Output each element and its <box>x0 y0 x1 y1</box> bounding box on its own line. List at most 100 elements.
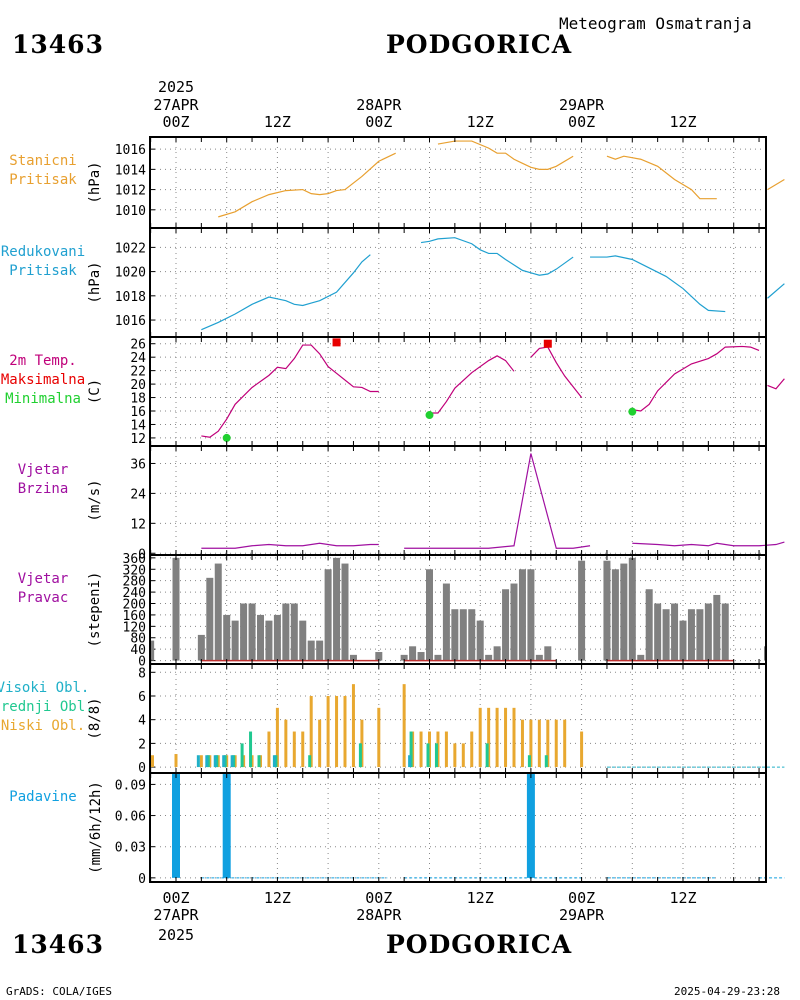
station-name-top: PODGORICA <box>386 30 573 59</box>
cloud-bar <box>554 719 558 768</box>
panel-label: Niski Obl. <box>1 718 85 734</box>
y-tick-label: 24 <box>130 351 146 366</box>
y-unit-label: (m/s) <box>87 479 103 521</box>
cloud-bar <box>419 731 423 768</box>
y-tick-label: 22 <box>130 365 146 380</box>
y-tick-label: 1016 <box>115 143 146 158</box>
panel-label: Brzina <box>18 481 69 497</box>
top-time-label: 00Z <box>162 113 189 131</box>
panel-label: 2m Temp. <box>9 353 76 369</box>
wind-dir-bar <box>307 640 315 661</box>
wind-dir-bar <box>434 654 442 661</box>
panel-label: Visoki Obl. <box>0 680 89 696</box>
y-tick-label: 20 <box>130 378 146 393</box>
top-time-label: 29APR <box>559 96 605 114</box>
cloud-bar <box>426 743 430 768</box>
y-tick-label: 26 <box>130 338 146 353</box>
wind-dir-bar <box>265 620 273 661</box>
wind-dir-bar <box>535 654 543 661</box>
cloud-bar <box>284 719 288 768</box>
cloud-bar <box>408 755 412 768</box>
wind-dir-bar <box>248 603 256 661</box>
cloud-bar <box>563 719 567 768</box>
y-tick-label: 1022 <box>115 241 146 256</box>
cloud-bar <box>360 719 364 768</box>
y-tick-label: 0.03 <box>115 841 146 856</box>
wind-dir-bar <box>282 603 290 661</box>
wind-dir-bar <box>468 609 476 661</box>
wind-dir-bar <box>341 563 349 661</box>
cloud-bar <box>267 731 271 768</box>
temperature-line <box>530 346 583 398</box>
wind-dir-bar <box>400 654 408 661</box>
wind-dir-bar <box>628 557 636 661</box>
wind-dir-bar <box>231 620 239 661</box>
cloud-bar <box>199 755 203 768</box>
y-unit-label: (hPa) <box>87 261 103 303</box>
top-time-label: 28APR <box>356 96 402 114</box>
bottom-time-label: 27APR <box>153 906 199 924</box>
cloud-bar <box>335 695 339 768</box>
wind-dir-bar <box>151 640 155 661</box>
y-tick-label: 1014 <box>115 163 146 178</box>
y-tick-label: 16 <box>130 405 146 420</box>
panel-label: Pritisak <box>9 172 77 188</box>
y-tick-label: 12 <box>130 517 146 532</box>
cloud-bar <box>580 731 584 768</box>
wind-dir-bar <box>324 569 332 661</box>
cloud-bar <box>444 731 448 768</box>
wind-dir-bar <box>290 603 298 661</box>
panel-label: Padavine <box>9 789 76 805</box>
top-time-label: 00Z <box>568 113 595 131</box>
temperature-line <box>767 378 785 390</box>
product-title: Meteogram Osmatranja <box>559 14 752 33</box>
panel-label: Minimalna <box>5 391 81 407</box>
wind-dir-bar <box>637 654 645 661</box>
tmin-marker <box>628 407 637 416</box>
wind-dir-bar <box>206 577 214 661</box>
precip-bar <box>222 774 231 878</box>
station_pressure-line <box>218 152 396 218</box>
y-tick-label: 6 <box>138 690 146 705</box>
cloud-bar <box>478 707 482 768</box>
y-tick-label: 18 <box>130 392 146 407</box>
cloud-bar <box>326 695 330 768</box>
wind-dir-bar <box>426 569 433 661</box>
time-axis-layer: 202527APR00Z00Z27APR12Z12Z28APR00Z00Z28A… <box>153 78 696 944</box>
y-tick-label: 240 <box>123 586 146 601</box>
top-time-label: 12Z <box>264 113 291 131</box>
y-unit-label: (C) <box>87 379 103 404</box>
cloud-bar <box>377 707 381 768</box>
wind-dir-bar <box>172 557 180 661</box>
tmax-marker <box>543 339 552 348</box>
y-unit-label: (stepeni) <box>87 572 103 648</box>
cloud-bar <box>222 755 226 768</box>
wind-dir-bar <box>510 583 518 661</box>
timestamp-text: 2025-04-29-23:28 <box>674 985 780 998</box>
temperature-line <box>632 345 760 412</box>
bottom-time-label: 12Z <box>467 889 494 907</box>
temperature-line <box>429 355 515 414</box>
wind-dir-bar <box>197 634 205 661</box>
panel-label: Vjetar <box>18 571 69 587</box>
wind-dir-bar <box>493 646 501 661</box>
wind-dir-bar <box>375 652 383 661</box>
wind-dir-bar <box>696 609 704 661</box>
bottom-time-label: 00Z <box>365 889 392 907</box>
wind-dir-bar <box>704 603 712 661</box>
wind-dir-bar <box>442 583 450 661</box>
y-tick-label: 0 <box>138 761 146 776</box>
cloud-bar <box>487 707 491 768</box>
cloud-bar <box>402 684 406 768</box>
wind-dir-bar <box>611 569 619 661</box>
station_pressure-line <box>437 140 574 170</box>
wind-dir-bar <box>518 569 526 661</box>
panel-label: Maksimalna <box>1 372 85 388</box>
bottom-time-label: 29APR <box>559 906 605 924</box>
station-name-bottom: PODGORICA <box>386 930 573 959</box>
wind-dir-bar <box>603 560 611 661</box>
cloud-bar <box>174 754 178 768</box>
wind-dir-bar <box>349 654 357 661</box>
y-tick-label: 1016 <box>115 314 146 329</box>
bottom-year-label: 2025 <box>158 926 194 944</box>
